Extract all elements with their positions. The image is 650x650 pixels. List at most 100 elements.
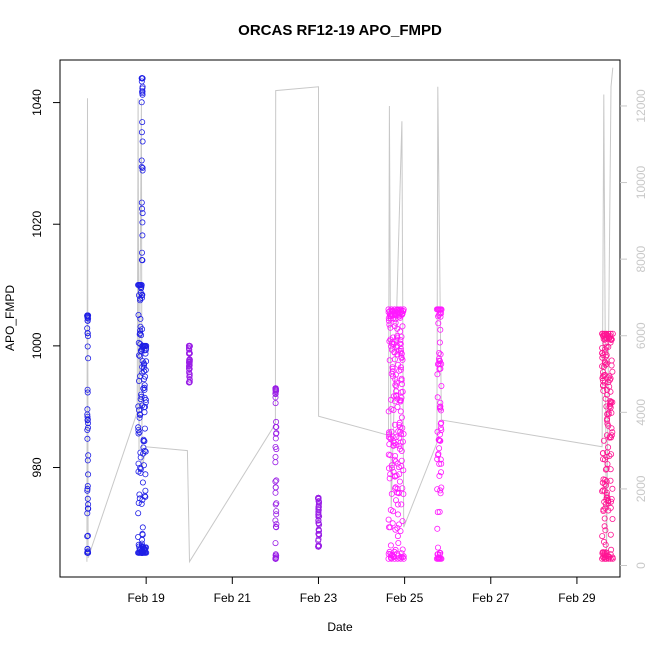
data-point <box>272 400 279 407</box>
data-point <box>437 351 444 358</box>
data-point <box>272 394 279 401</box>
data-point <box>85 549 92 556</box>
data-point <box>438 555 445 562</box>
data-point <box>139 402 146 409</box>
data-point <box>85 452 92 459</box>
data-point <box>388 555 395 562</box>
data-point <box>608 336 615 343</box>
data-point <box>434 394 441 401</box>
plot-frame <box>59 59 621 578</box>
data-point <box>601 349 608 356</box>
data-point <box>138 540 145 547</box>
data-point <box>138 500 145 507</box>
data-point <box>398 350 405 357</box>
data-point <box>435 313 442 320</box>
data-point <box>272 540 279 547</box>
data-point <box>399 323 406 330</box>
data-point <box>435 360 442 367</box>
data-point <box>397 306 404 313</box>
data-point <box>385 306 392 313</box>
data-point <box>139 496 146 503</box>
data-point <box>391 323 398 330</box>
data-point <box>605 497 612 504</box>
data-point <box>436 357 443 364</box>
data-point <box>609 429 616 436</box>
data-point <box>135 460 142 467</box>
data-point <box>272 478 279 485</box>
data-point <box>84 330 91 337</box>
data-point <box>603 465 610 472</box>
data-point <box>400 467 407 474</box>
data-point <box>607 339 614 346</box>
data-point <box>139 138 146 145</box>
data-point <box>315 498 322 505</box>
data-point <box>139 326 146 333</box>
data-point <box>606 373 613 380</box>
data-point <box>142 373 149 380</box>
data-point <box>395 490 402 497</box>
data-point <box>603 549 610 556</box>
data-point <box>602 346 609 353</box>
y2-tick-label: 6000 <box>634 322 648 349</box>
data-point <box>606 554 613 561</box>
data-point <box>390 393 397 400</box>
data-point <box>599 363 606 370</box>
data-point <box>135 377 142 384</box>
data-point <box>186 349 193 356</box>
x-tick-label: Feb 27 <box>472 591 510 605</box>
data-point <box>603 330 610 337</box>
data-point <box>141 394 148 401</box>
data-point <box>141 447 148 454</box>
data-point <box>396 445 403 452</box>
data-point <box>400 490 407 497</box>
data-point <box>390 442 397 449</box>
data-point <box>396 421 403 428</box>
data-point <box>438 427 445 434</box>
y-tick-label: 980 <box>30 457 44 477</box>
data-point <box>388 306 395 313</box>
x-axis: Feb 19 Feb 21 Feb 23 Feb 25 Feb 27 Feb 29 <box>127 577 596 605</box>
data-point <box>139 531 146 538</box>
data-point <box>601 555 608 562</box>
data-point <box>139 479 146 486</box>
data-point <box>141 382 148 389</box>
data-point <box>272 551 279 558</box>
data-point <box>434 428 441 435</box>
data-point <box>139 232 146 239</box>
data-point <box>141 409 148 416</box>
data-point <box>386 441 393 448</box>
data-point <box>607 555 614 562</box>
data-point <box>84 314 91 321</box>
data-point <box>606 434 613 441</box>
data-point <box>436 460 443 467</box>
data-point <box>139 164 146 171</box>
data-point <box>399 438 406 445</box>
data-points-layer <box>84 75 616 562</box>
data-point <box>138 256 145 263</box>
data-point <box>138 157 145 164</box>
data-point <box>394 460 401 467</box>
data-point <box>140 444 147 451</box>
data-point <box>85 312 92 319</box>
data-point <box>316 513 323 520</box>
data-point <box>394 533 401 540</box>
data-point <box>602 353 609 360</box>
data-point <box>600 437 607 444</box>
data-point <box>140 368 147 375</box>
data-point <box>393 336 400 343</box>
data-point <box>391 456 398 463</box>
data-point <box>437 326 444 333</box>
flight-segment <box>433 306 445 562</box>
data-point <box>142 350 149 357</box>
data-point <box>393 383 400 390</box>
data-point <box>389 433 396 440</box>
data-point <box>84 495 91 502</box>
data-point <box>385 408 392 415</box>
data-point <box>84 386 91 393</box>
data-point <box>601 372 608 379</box>
data-point <box>84 435 91 442</box>
data-point <box>436 437 443 444</box>
data-point <box>601 330 608 337</box>
y-tick-label: 1020 <box>30 211 44 238</box>
data-point <box>136 414 143 421</box>
